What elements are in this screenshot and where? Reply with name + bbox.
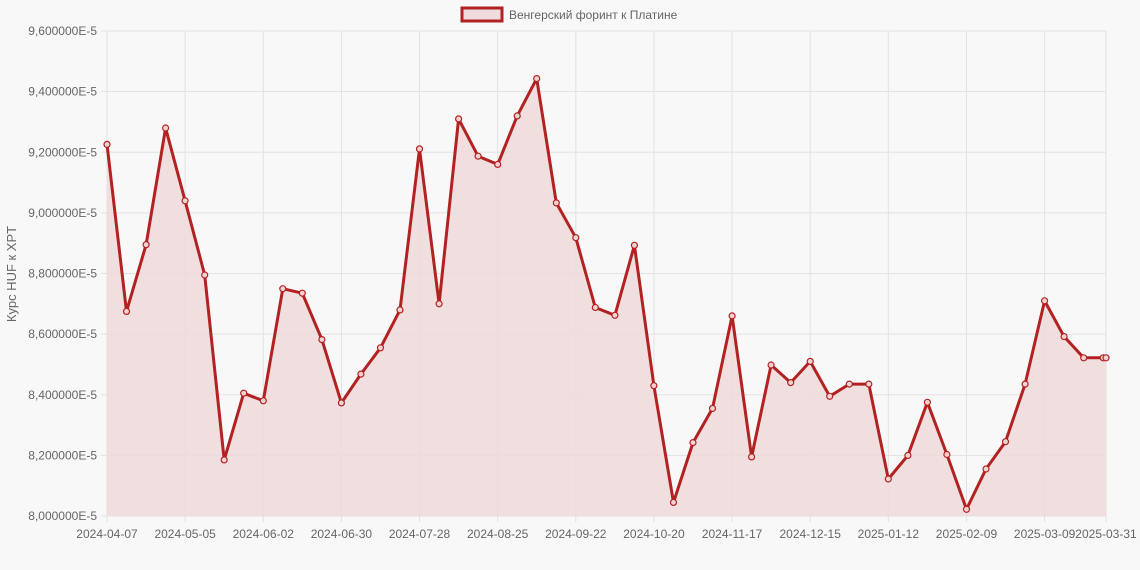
data-point[interactable] [103, 140, 111, 148]
data-point[interactable] [435, 300, 443, 308]
series-points [103, 74, 1110, 513]
data-point[interactable] [494, 160, 502, 168]
data-point[interactable] [845, 380, 853, 388]
data-point[interactable] [259, 397, 267, 405]
y-tick-label: 9,400000E-5 [28, 85, 97, 99]
x-tick-label: 2024-04-07 [76, 527, 138, 541]
data-point[interactable] [826, 392, 834, 400]
data-point[interactable] [533, 74, 541, 83]
y-axis-ticks: 9,600000E-5 9,400000E-5 9,200000E-5 9,00000… [28, 24, 97, 523]
y-tick-label: 8,400000E-5 [28, 388, 97, 402]
x-axis-ticks: 2024-04-07 2024-05-05 2024-06-02 2024-06-30… [76, 527, 1137, 541]
x-tick-label: 2024-12-15 [780, 527, 842, 541]
data-point[interactable] [455, 115, 463, 123]
data-point[interactable] [357, 370, 365, 378]
x-tick-label: 2024-10-20 [623, 527, 685, 541]
y-axis-title: Курс HUF к XPT [4, 226, 19, 322]
data-point[interactable] [708, 404, 717, 412]
y-tick-label: 9,200000E-5 [28, 145, 97, 159]
data-point[interactable] [591, 303, 599, 312]
data-point[interactable] [806, 357, 814, 365]
data-point[interactable] [669, 498, 678, 506]
data-point[interactable] [943, 450, 951, 459]
data-point[interactable] [474, 152, 482, 160]
data-point[interactable] [650, 382, 658, 390]
data-point[interactable] [142, 241, 150, 249]
y-tick-label: 8,200000E-5 [28, 448, 97, 462]
data-point[interactable] [689, 439, 697, 447]
legend-swatch [460, 6, 504, 23]
data-point[interactable] [572, 234, 580, 242]
data-point[interactable] [201, 271, 209, 279]
data-point[interactable] [787, 379, 795, 387]
y-tick-label: 8,800000E-5 [28, 267, 97, 281]
data-point[interactable] [982, 465, 990, 473]
x-tick-label: 2024-05-05 [154, 527, 216, 541]
legend-label: Венгерский форинт к Платине [509, 8, 678, 22]
data-point[interactable] [162, 124, 170, 132]
x-tick-label: 2025-03-09 [1014, 527, 1076, 541]
x-tick-label: 2024-11-17 [702, 527, 763, 541]
data-point[interactable] [415, 145, 424, 153]
series-area-fill [107, 78, 1106, 516]
y-tick-label: 9,600000E-5 [28, 24, 97, 38]
y-tick-label: 9,000000E-5 [28, 206, 97, 220]
data-point[interactable] [279, 285, 287, 293]
x-tick-label: 2024-09-22 [545, 527, 607, 541]
data-point[interactable] [1001, 438, 1010, 446]
data-point[interactable] [181, 197, 189, 205]
data-point[interactable] [513, 112, 521, 120]
data-point[interactable] [220, 456, 228, 464]
data-point[interactable] [376, 344, 385, 352]
data-point[interactable] [865, 380, 873, 388]
data-point[interactable] [1021, 380, 1029, 388]
y-tick-label: 8,000000E-5 [28, 509, 97, 523]
x-tick-label: 2024-06-02 [233, 527, 295, 541]
data-point[interactable] [240, 389, 248, 397]
x-tick-label: 2024-07-28 [389, 527, 451, 541]
data-point[interactable] [1060, 333, 1068, 341]
data-point[interactable] [337, 399, 345, 407]
x-tick-label: 2024-08-25 [467, 527, 529, 541]
data-point[interactable] [923, 398, 932, 406]
data-point[interactable] [611, 311, 619, 319]
data-point[interactable] [122, 307, 131, 315]
data-point[interactable] [552, 199, 560, 207]
legend[interactable]: Венгерский форинт к Платине [460, 6, 678, 23]
data-point[interactable] [1080, 354, 1088, 362]
data-point[interactable] [904, 451, 912, 459]
data-point[interactable] [630, 241, 639, 249]
data-point[interactable] [767, 361, 775, 369]
data-point[interactable] [884, 475, 892, 483]
x-tick-label: 2025-03-31 [1075, 527, 1137, 541]
x-tick-label: 2025-01-12 [858, 527, 920, 541]
y-tick-label: 8,600000E-5 [28, 327, 97, 341]
data-point[interactable] [1040, 297, 1049, 305]
data-point[interactable] [747, 453, 756, 461]
data-point[interactable] [962, 505, 971, 513]
data-point[interactable] [318, 336, 326, 344]
data-point[interactable] [1102, 354, 1110, 362]
data-point[interactable] [396, 306, 404, 314]
x-tick-label: 2024-06-30 [311, 527, 373, 541]
x-tick-label: 2025-02-09 [936, 527, 998, 541]
data-point[interactable] [298, 289, 306, 297]
data-point[interactable] [728, 312, 736, 320]
